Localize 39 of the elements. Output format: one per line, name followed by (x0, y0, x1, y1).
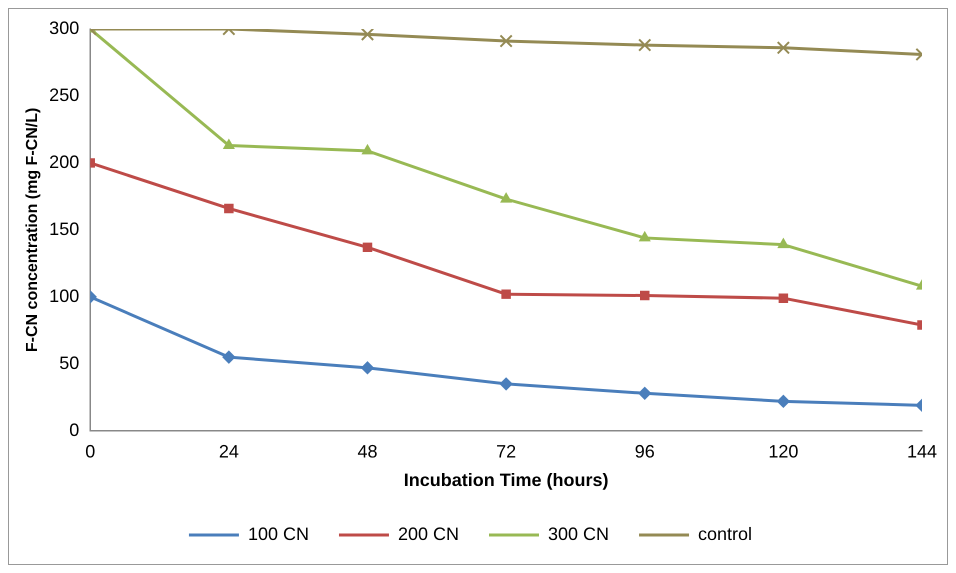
x-tick-label: 144 (906, 442, 938, 462)
point (360, 29, 374, 42)
y-tick-label: 50 (59, 352, 80, 373)
point (776, 41, 790, 54)
point (362, 144, 374, 154)
point (778, 293, 788, 303)
point (640, 290, 650, 300)
legend-label: 200 CN (398, 524, 459, 544)
y-tick-label: 150 (49, 218, 80, 239)
x-tick-label: 96 (634, 442, 655, 462)
x-tick-label: 48 (357, 442, 378, 462)
x-tick-label: 120 (768, 442, 798, 462)
point (638, 38, 652, 52)
y-axis-title: F-CN concentration (mg F-CN/L) (24, 108, 42, 352)
point (362, 242, 372, 252)
x-tick-label: 0 (85, 442, 96, 462)
point (500, 377, 513, 390)
y-tick-label: 300 (49, 18, 80, 38)
point (638, 386, 652, 400)
point (499, 34, 513, 48)
x-tick-label: 72 (496, 442, 516, 462)
point (776, 394, 790, 408)
point (360, 361, 374, 374)
point (223, 139, 235, 150)
point (778, 238, 790, 248)
y-tick-label: 250 (49, 84, 80, 105)
point (501, 289, 511, 299)
point (500, 192, 512, 203)
point (224, 204, 234, 214)
y-tick-label: 200 (49, 152, 80, 172)
y-tick-label: 0 (69, 420, 80, 440)
legend-label: control (698, 524, 752, 544)
y-tick-label: 100 (49, 286, 80, 306)
x-axis-title: Incubation Time (hours) (404, 470, 608, 490)
x-tick-label: 24 (218, 442, 239, 462)
point (222, 350, 236, 364)
legend-label: 100 CN (248, 524, 309, 544)
legend-label: 300 CN (548, 524, 610, 544)
point (639, 231, 650, 242)
